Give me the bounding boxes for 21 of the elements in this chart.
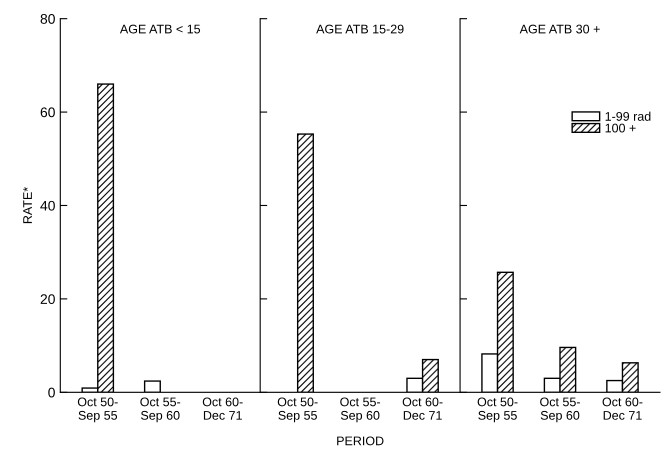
x-tick-label: Oct 60- Dec 71 xyxy=(402,397,443,420)
legend-label: 100 + xyxy=(606,124,636,132)
x-tick-label: Oct 50- Sep 55 xyxy=(278,397,318,422)
x-tick-label: Oct 55- Sep 60 xyxy=(540,397,580,422)
y-tick-label: 20 xyxy=(40,294,55,304)
x-axis-title: PERIOD xyxy=(337,436,384,446)
chart-title: AGE ATB < 15 xyxy=(120,24,200,34)
x-tick-label: Oct 50- Sep 55 xyxy=(478,397,518,422)
chart-title: AGE ATB 30 + xyxy=(520,24,600,34)
y-axis-title: RATE* xyxy=(23,187,32,224)
y-tick-label: 0 xyxy=(48,388,55,398)
x-tick-label: Oct 55- Sep 60 xyxy=(140,397,180,422)
x-tick-label: Oct 60- Dec 71 xyxy=(602,397,642,420)
x-tick-label: Oct 50- Sep 55 xyxy=(78,397,118,422)
legend-label: 1-99 rad xyxy=(606,112,650,121)
chart-title: AGE ATB 15-29 xyxy=(316,24,404,34)
x-tick-label: Oct 60- Dec 71 xyxy=(202,397,243,420)
x-tick-label: Oct 55- Sep 60 xyxy=(340,397,380,422)
y-tick-label: 80 xyxy=(40,14,55,24)
y-tick-label: 60 xyxy=(40,107,55,118)
y-tick-label: 40 xyxy=(40,200,55,211)
